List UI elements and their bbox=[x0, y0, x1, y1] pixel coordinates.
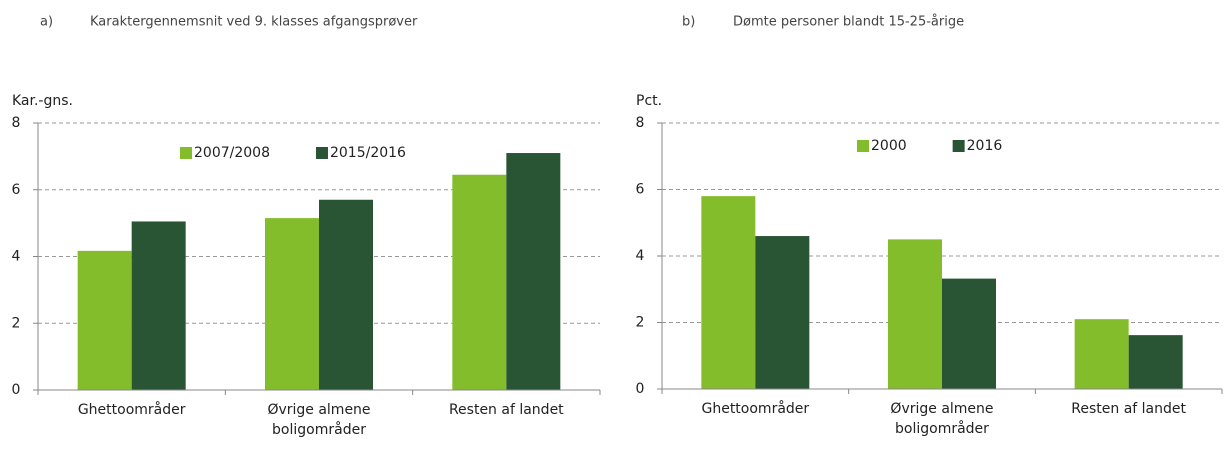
bar bbox=[1074, 319, 1129, 389]
legend-label: 2007/2008 bbox=[194, 145, 270, 161]
x-tick-label-box: Øvrige almene boligområder bbox=[890, 401, 994, 437]
y-tick-label: 4 bbox=[12, 249, 21, 265]
y-tick-label: 0 bbox=[636, 381, 645, 397]
y-axis-label: Pct. bbox=[636, 93, 662, 109]
x-tick-label-box: Resten af landet bbox=[1071, 401, 1187, 417]
y-tick-label: 0 bbox=[12, 382, 21, 398]
bar bbox=[452, 174, 507, 390]
panel-label: b) bbox=[682, 15, 695, 30]
x-tick-label-box: Resten af landet bbox=[448, 402, 564, 418]
x-tick-label: Øvrige almene boligområder bbox=[890, 401, 994, 437]
bar bbox=[506, 153, 561, 390]
y-tick-label: 6 bbox=[636, 182, 645, 198]
legend-label: 2000 bbox=[871, 138, 907, 154]
x-tick-label: Resten af landet bbox=[1071, 401, 1187, 417]
bar bbox=[942, 278, 996, 389]
x-tick-label-box: Ghettoområder bbox=[77, 402, 186, 418]
x-tick-label: Øvrige almene boligområder bbox=[267, 402, 371, 438]
panel-label: a) bbox=[40, 15, 53, 30]
x-tick-label-box: Ghettoområder bbox=[701, 401, 810, 417]
bar bbox=[701, 196, 756, 389]
legend-swatch bbox=[952, 140, 965, 152]
chart-title: Dømte personer blandt 15-25-årige bbox=[733, 15, 964, 30]
bar bbox=[77, 250, 132, 390]
x-tick-label: Ghettoområder bbox=[701, 401, 810, 417]
x-tick-label: Ghettoområder bbox=[77, 402, 186, 418]
bar bbox=[1128, 335, 1183, 389]
bar bbox=[265, 218, 319, 390]
x-tick-label-box: Øvrige almene boligområder bbox=[267, 402, 371, 438]
bar bbox=[888, 239, 942, 389]
x-tick-label: Resten af landet bbox=[448, 402, 564, 418]
chart-title: Karaktergennemsnit ved 9. klasses afgang… bbox=[90, 15, 418, 30]
y-tick-label: 8 bbox=[12, 115, 21, 131]
y-tick-label: 8 bbox=[636, 115, 645, 131]
bar bbox=[131, 221, 186, 390]
legend-label: 2015/2016 bbox=[330, 145, 406, 161]
y-tick-label: 2 bbox=[636, 315, 645, 331]
legend-swatch bbox=[180, 147, 192, 159]
bar bbox=[319, 199, 373, 390]
y-axis-label: Kar.-gns. bbox=[12, 93, 73, 109]
y-tick-label: 2 bbox=[12, 315, 21, 331]
bar bbox=[755, 236, 810, 389]
legend-swatch bbox=[857, 140, 869, 152]
y-tick-label: 4 bbox=[636, 248, 645, 264]
y-tick-label: 6 bbox=[12, 182, 21, 198]
legend-swatch bbox=[315, 147, 328, 159]
legend-label: 2016 bbox=[967, 138, 1003, 154]
